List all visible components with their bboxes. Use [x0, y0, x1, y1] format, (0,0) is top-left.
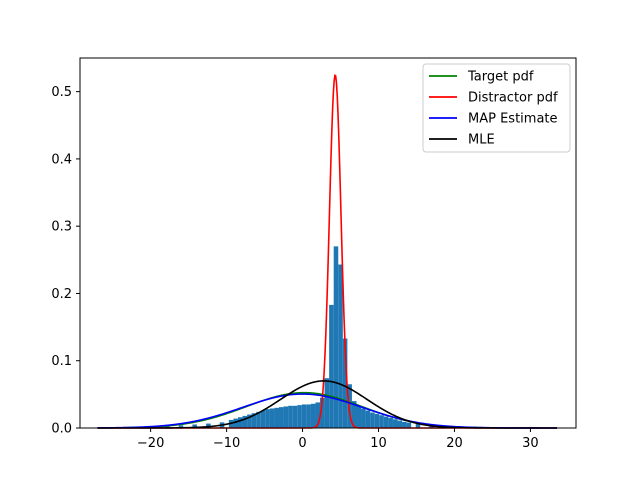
histogram-bar: [292, 405, 298, 428]
histogram-bar: [338, 264, 343, 428]
histogram-bar: [283, 406, 289, 428]
histogram-bar: [365, 410, 371, 428]
x-axis: −20 −10 0 10 20 30: [137, 428, 539, 451]
y-tick-label: 0.1: [51, 354, 72, 369]
histogram-bar: [310, 403, 316, 428]
histogram-bar: [329, 304, 334, 428]
axes-frame: [79, 57, 577, 429]
histogram-bar: [279, 407, 284, 428]
histogram-bar: [383, 416, 389, 428]
histogram-bar: [256, 411, 261, 428]
histogram-bar: [269, 408, 275, 428]
histogram-bar: [265, 409, 270, 428]
x-tick-label: 0: [298, 436, 306, 451]
y-tick-label: 0.3: [51, 220, 72, 235]
histogram-bar: [251, 413, 257, 428]
legend-label: Distractor pdf: [468, 91, 558, 106]
histogram-bar: [301, 404, 307, 428]
histogram-bar: [370, 412, 375, 428]
legend: Target pdf Distractor pdf MAP Estimate MLE: [422, 63, 571, 153]
legend-label: MAP Estimate: [468, 112, 558, 127]
histogram-bar: [260, 410, 266, 428]
y-axis: 0.0 0.1 0.2 0.3 0.4 0.5: [51, 85, 80, 437]
histogram-bar: [351, 401, 357, 428]
x-tick-label: 10: [370, 436, 387, 451]
y-tick-label: 0.5: [51, 85, 72, 100]
legend-label: MLE: [468, 133, 495, 148]
histogram-bar: [247, 414, 252, 428]
histogram-bar: [165, 425, 170, 428]
histogram-bar: [392, 419, 398, 428]
histogram-bar: [324, 378, 330, 428]
histogram-bar: [415, 423, 421, 428]
y-tick-label: 0.4: [51, 152, 72, 167]
x-tick-label: 20: [446, 436, 463, 451]
x-tick-label: −10: [213, 436, 240, 451]
histogram-bar: [342, 338, 348, 428]
x-tick-label: 30: [522, 436, 539, 451]
x-tick-label: −20: [137, 436, 164, 451]
histogram-bar: [242, 415, 248, 428]
histogram-bar: [361, 408, 366, 428]
histogram-bar: [397, 420, 403, 428]
histogram-bar: [388, 417, 393, 428]
y-tick-label: 0.0: [51, 422, 72, 437]
histogram-bar: [315, 402, 321, 428]
histogram-bar: [402, 421, 407, 428]
histogram-bar: [356, 405, 362, 428]
histogram-bar: [192, 424, 197, 428]
histogram: [96, 246, 558, 428]
legend-box: [422, 63, 571, 153]
y-tick-label: 0.2: [51, 287, 72, 302]
histogram-bar: [233, 418, 238, 428]
histogram-bar: [274, 407, 280, 428]
histogram-bar: [406, 422, 412, 428]
histogram-bar: [206, 423, 211, 428]
histogram-bar: [306, 404, 311, 428]
histogram-bar: [320, 397, 325, 428]
histogram-bar: [178, 425, 184, 428]
legend-label: Target pdf: [467, 70, 534, 85]
histogram-bar: [374, 413, 380, 428]
histogram-bar: [288, 405, 293, 428]
histogram-bar: [379, 415, 384, 428]
histogram-bar: [237, 417, 243, 428]
histogram-bar: [297, 405, 302, 428]
histogram-bar: [333, 246, 339, 428]
